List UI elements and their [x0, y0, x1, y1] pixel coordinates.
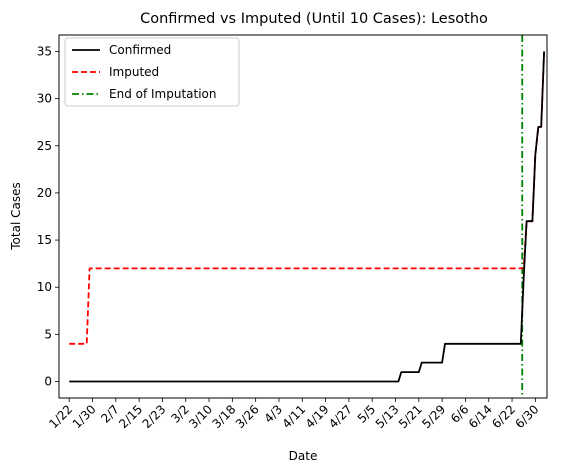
- y-axis-label: Total Cases: [9, 182, 23, 250]
- x-tick-label: 1/22: [46, 402, 75, 431]
- y-tick-label: 30: [37, 92, 52, 106]
- x-tick-label: 2/15: [116, 402, 145, 431]
- legend-label-end-of-imputation: End of Imputation: [109, 87, 217, 101]
- legend: Confirmed Imputed End of Imputation: [64, 37, 240, 107]
- x-tick-label: 2/23: [140, 402, 169, 431]
- x-tick-label: 6/22: [489, 402, 518, 431]
- chart-title: Confirmed vs Imputed (Until 10 Cases): L…: [140, 11, 488, 27]
- legend-label-imputed: Imputed: [109, 65, 159, 79]
- plot-frame: [58, 34, 548, 399]
- y-tick-label: 15: [37, 233, 52, 247]
- x-tick-label: 3/10: [186, 402, 215, 431]
- y-tick-label: 5: [44, 327, 52, 341]
- x-tick-label: 4/19: [303, 402, 332, 431]
- y-tick-label: 0: [44, 375, 52, 389]
- y-axis: 0 5 10 15 20 25 30 35: [37, 45, 59, 389]
- x-tick-label: 3/18: [210, 402, 239, 431]
- y-tick-label: 35: [37, 45, 52, 59]
- plot-area: [69, 35, 545, 398]
- legend-box: [64, 37, 240, 107]
- legend-label-confirmed: Confirmed: [109, 43, 171, 57]
- x-tick-label: 5/29: [419, 402, 448, 431]
- y-tick-label: 10: [37, 280, 52, 294]
- x-tick-label: 5/21: [396, 402, 425, 431]
- x-tick-label: 5/13: [373, 402, 402, 431]
- x-axis-label: Date: [289, 449, 318, 463]
- x-tick-label: 6/30: [513, 402, 542, 431]
- x-tick-label: 6/14: [466, 402, 495, 431]
- x-tick-label: 3/26: [233, 402, 262, 431]
- x-tick-label: 4/11: [279, 402, 308, 431]
- y-tick-label: 25: [37, 139, 52, 153]
- y-tick-label: 20: [37, 186, 52, 200]
- x-axis: 1/221/30 2/72/152/23 3/23/103/183/26 4/34/1…: [46, 398, 541, 431]
- x-tick-label: 4/27: [326, 402, 355, 431]
- series-line-confirmed: [69, 51, 545, 383]
- x-tick-label: 1/30: [70, 402, 99, 431]
